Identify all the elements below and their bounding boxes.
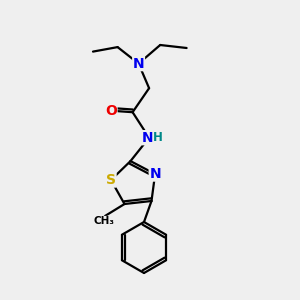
Text: N: N bbox=[149, 167, 161, 181]
Text: O: O bbox=[105, 104, 117, 118]
Text: S: S bbox=[106, 173, 116, 187]
Text: N: N bbox=[133, 57, 144, 70]
Text: N: N bbox=[142, 131, 153, 145]
Text: H: H bbox=[153, 131, 163, 144]
Text: CH₃: CH₃ bbox=[93, 216, 114, 226]
